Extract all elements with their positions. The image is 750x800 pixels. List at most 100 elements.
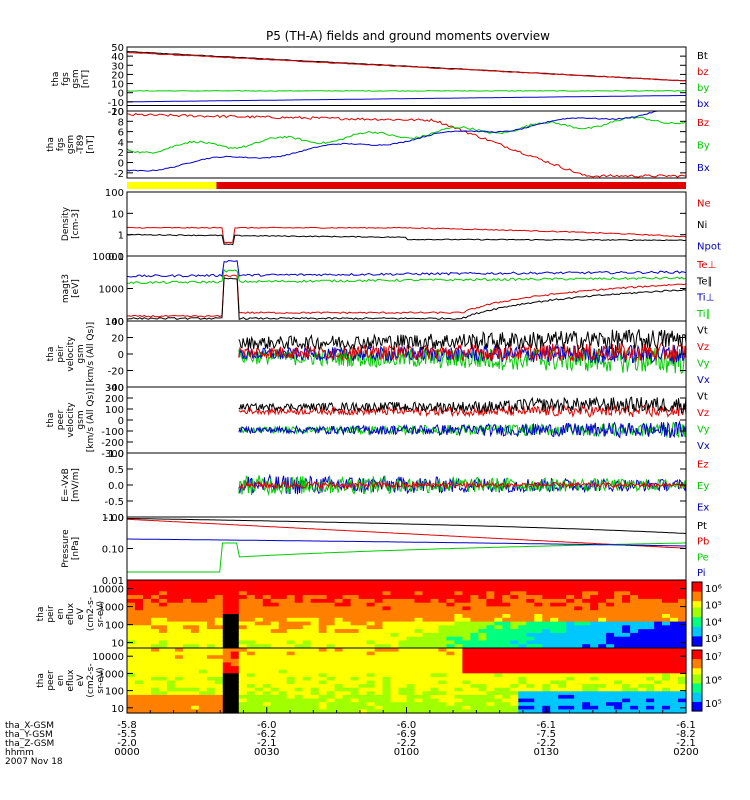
y-axis-label-line: tha [36, 607, 46, 622]
spectrogram-cell [358, 709, 368, 714]
y-axis-label: Density [cm-3] [61, 206, 81, 241]
spectrogram-cell [630, 606, 639, 611]
spectrogram-cell [614, 669, 623, 674]
spectrogram-cell [382, 636, 392, 642]
spectrogram-cell [502, 687, 511, 692]
spectrogram-cell [646, 698, 655, 703]
spectrogram-cell [646, 614, 655, 619]
spectrogram-cell [614, 684, 623, 689]
legend-label: Ez [697, 460, 709, 471]
spectrogram-cell [350, 621, 360, 626]
spectrogram-cell [638, 644, 647, 649]
spectrogram-cell [190, 595, 200, 600]
spectrogram-cell [342, 694, 352, 700]
colorbar-cell [692, 668, 702, 672]
spectrogram-cell [342, 666, 352, 671]
spectrogram-cell [478, 669, 487, 674]
spectrogram-cell [278, 702, 288, 707]
spectrogram-cell [678, 709, 687, 714]
spectrogram-cell [174, 648, 184, 653]
spectrogram-cell [454, 648, 463, 653]
spectrogram-cell [518, 684, 527, 689]
spectrogram-cell [646, 662, 655, 667]
spectrogram-cell [446, 617, 455, 623]
spectrogram-cell [566, 629, 575, 634]
spectrogram-cell [406, 651, 416, 656]
spectrogram-cell [510, 651, 519, 656]
spectrogram-cell [470, 610, 479, 615]
spectrogram-cell [294, 648, 304, 653]
y-tick-label: 1.0 [108, 449, 124, 460]
spectrogram-cell [678, 669, 687, 674]
spectrogram-cell [318, 655, 328, 660]
spectrogram-cell [406, 621, 416, 626]
spectrogram-cell [590, 648, 599, 653]
spectrogram-cell [510, 598, 519, 604]
spectrogram-cell [294, 680, 304, 685]
spectrogram-cell [222, 629, 232, 634]
spectrogram-cell [582, 591, 591, 596]
spectrogram-cell [542, 614, 551, 619]
spectrogram-cell [350, 680, 360, 685]
spectrogram-cell [174, 644, 184, 649]
spectrogram-cell [398, 698, 408, 703]
spectrogram-cell [422, 636, 432, 642]
spectrogram-cell [614, 694, 623, 700]
spectrogram-cell [278, 606, 288, 611]
y-axis-label-line: peer [46, 670, 56, 691]
spectrogram-cell [358, 673, 368, 678]
spectrogram-cell [294, 676, 304, 682]
spectrogram-cell [143, 676, 152, 682]
spectrogram-cell [222, 662, 232, 667]
spectrogram-cell [606, 591, 615, 596]
spectrogram-cell [502, 680, 511, 685]
spectrogram-cell [502, 583, 511, 589]
y-axis-label-line: [eV] [71, 279, 81, 298]
spectrogram-cell [630, 648, 639, 653]
spectrogram-cell [598, 606, 607, 611]
spectrogram-cell [614, 698, 623, 703]
spectrogram-cell [518, 658, 527, 663]
series-line-Pe [127, 542, 686, 573]
spectrogram-cell [542, 636, 551, 642]
spectrogram-cell [670, 666, 679, 671]
spectrogram-cell [382, 640, 392, 645]
spectrogram-cell [166, 669, 176, 674]
legend-label: Ex [697, 502, 709, 513]
y-axis-label-line: gsm [71, 69, 81, 88]
spectrogram-cell [190, 625, 200, 630]
colorbar-cell [692, 585, 702, 589]
spectrogram-cell [478, 651, 487, 656]
spectrogram-cell [166, 636, 176, 642]
spectrogram-cell [566, 625, 575, 630]
y-axis-label-line: -T89 [76, 135, 86, 155]
spectrogram-cell [174, 602, 184, 608]
spectrogram-cell [246, 648, 256, 653]
spectrogram-cell [534, 680, 543, 685]
spectrogram-cell [151, 617, 160, 623]
y-axis-label-line: [nT] [86, 135, 96, 153]
spectrogram-cell [254, 625, 264, 630]
spectrogram-cell [606, 632, 615, 638]
spectrogram-cell [374, 669, 384, 674]
spectrogram-cell [310, 602, 320, 608]
spectrogram-cell [622, 691, 631, 696]
spectrogram-cell [470, 648, 479, 653]
spectrogram-cell [678, 684, 687, 689]
x-row-label: 2007 Nov 18 [5, 757, 63, 767]
spectrogram-cell [398, 636, 408, 642]
spectrogram-cell [206, 698, 216, 703]
spectrogram-cell [246, 583, 256, 589]
spectrogram-cell [526, 684, 535, 689]
spectrogram-cell [198, 644, 208, 649]
spectrogram-cell [582, 651, 591, 656]
spectrogram-cell [350, 644, 360, 649]
spectrogram-cell [678, 673, 687, 678]
spectrogram-cell [270, 580, 280, 585]
spectrogram-cell [374, 698, 384, 703]
spectrogram-cell [438, 580, 447, 585]
spectrogram-cell [318, 595, 328, 600]
series-line-by [126, 90, 687, 92]
spectrogram-cell [366, 651, 376, 656]
spectrogram-cell [494, 691, 503, 696]
